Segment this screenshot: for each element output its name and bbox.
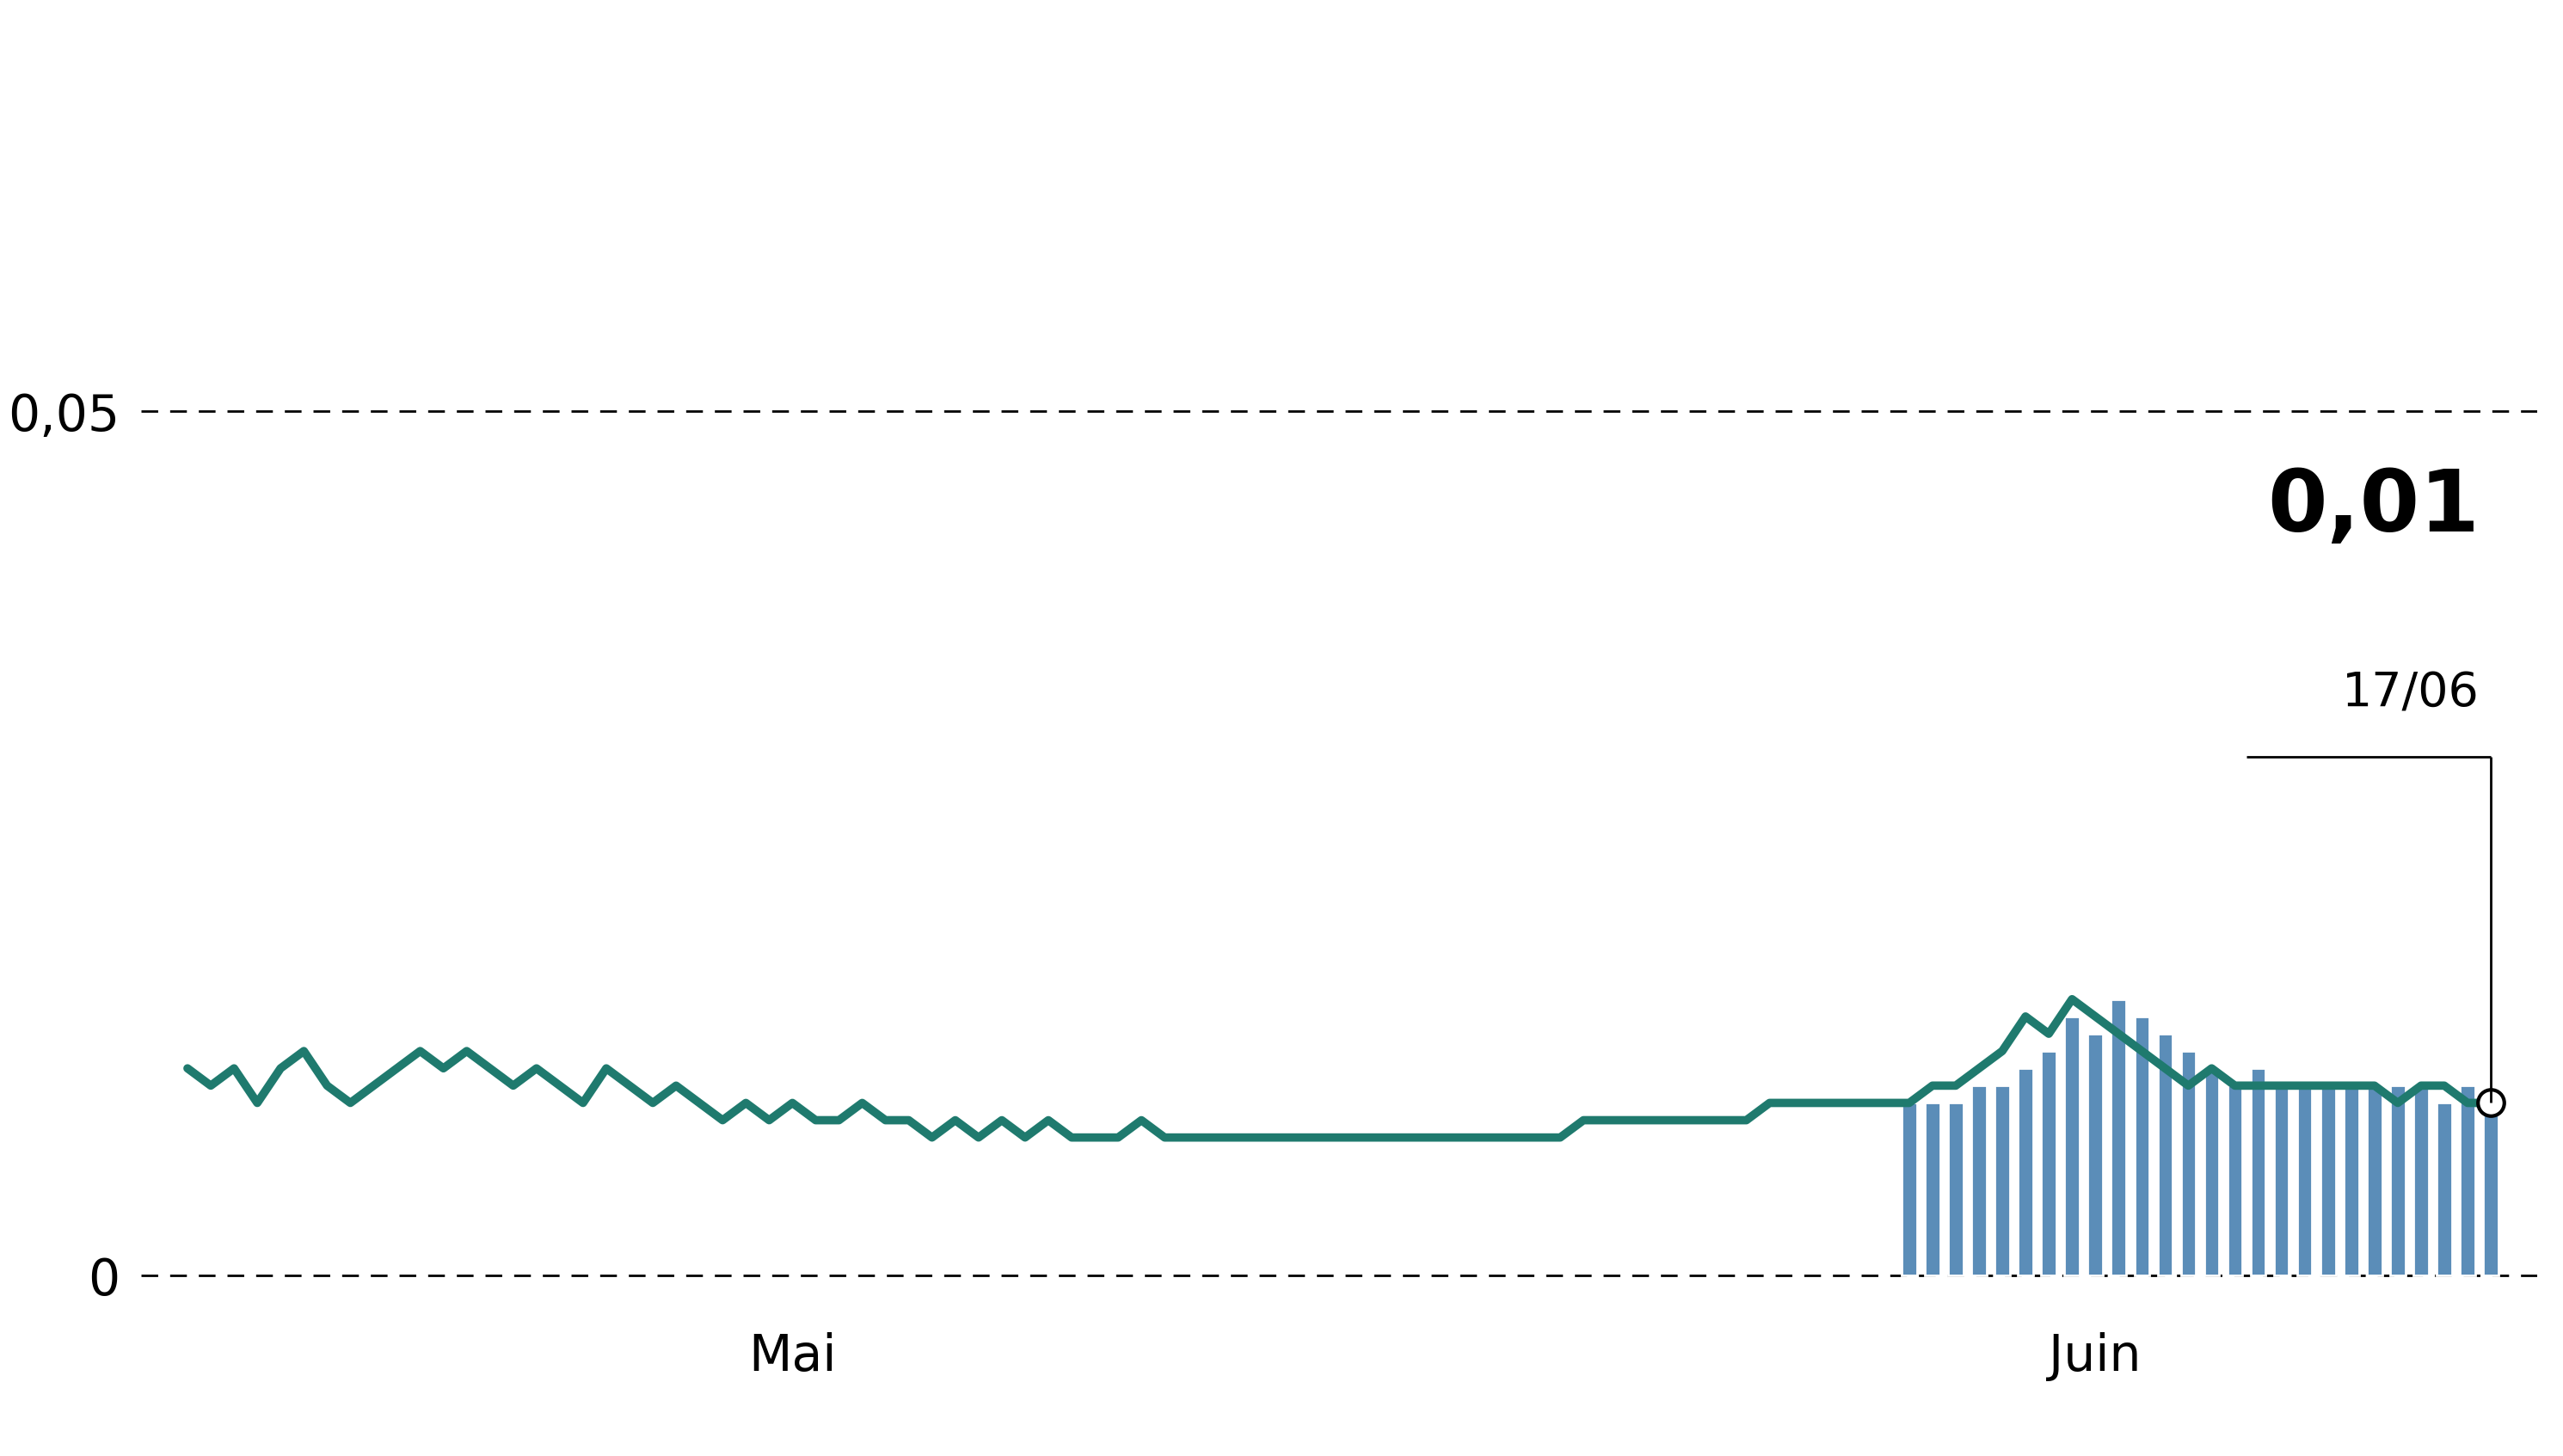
Bar xyxy=(2135,1016,2150,1275)
Bar xyxy=(2181,1051,2196,1275)
Bar xyxy=(2089,1034,2102,1275)
Bar xyxy=(2368,1086,2381,1275)
Bar xyxy=(2414,1086,2430,1275)
Bar xyxy=(2063,1016,2079,1275)
Bar xyxy=(1902,1104,1917,1275)
Bar xyxy=(2296,1086,2312,1275)
Bar xyxy=(1925,1104,1940,1275)
Bar xyxy=(2017,1069,2032,1275)
Bar xyxy=(2250,1069,2266,1275)
Bar xyxy=(2437,1104,2453,1275)
Bar xyxy=(2158,1034,2173,1275)
Text: 17/06: 17/06 xyxy=(2343,671,2478,718)
Bar xyxy=(2112,999,2127,1275)
Bar xyxy=(1948,1104,1963,1275)
Bar xyxy=(2204,1069,2220,1275)
Bar xyxy=(2484,1104,2499,1275)
Bar xyxy=(1971,1086,1986,1275)
Bar xyxy=(2273,1086,2289,1275)
Bar xyxy=(2040,1051,2056,1275)
Text: HYBRIGENICS: HYBRIGENICS xyxy=(871,35,1692,140)
Text: 0,01: 0,01 xyxy=(2268,466,2478,549)
Bar xyxy=(2391,1086,2404,1275)
Bar xyxy=(2227,1086,2243,1275)
Bar xyxy=(2460,1086,2476,1275)
Bar xyxy=(2343,1086,2358,1275)
Bar xyxy=(1994,1086,2009,1275)
Bar xyxy=(2320,1086,2335,1275)
